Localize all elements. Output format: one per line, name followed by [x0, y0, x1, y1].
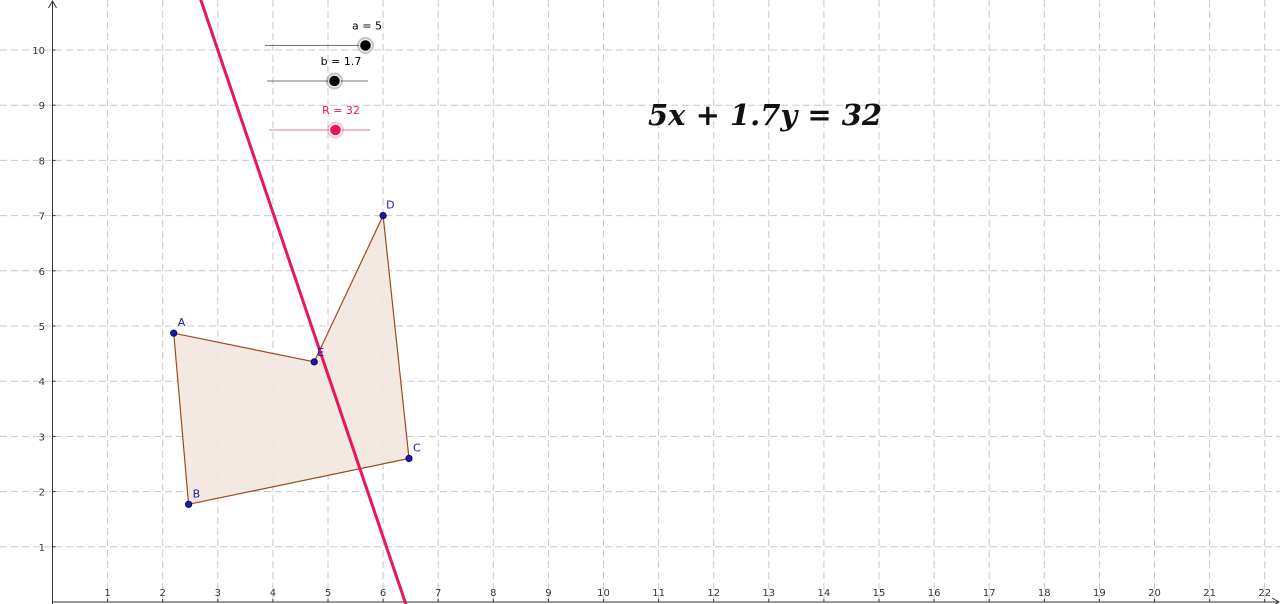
point-label-b: B [193, 487, 201, 500]
point-b[interactable] [184, 500, 193, 508]
y-tick-label: 2 [39, 488, 45, 499]
x-tick-label: 10 [597, 588, 610, 599]
x-tick-label: 22 [1258, 588, 1271, 599]
x-tick-label: 2 [160, 588, 166, 599]
point-label-c: C [413, 441, 421, 454]
slider-b-knob[interactable] [328, 74, 341, 88]
x-tick-label: 21 [1203, 588, 1216, 599]
x-tick-label: 13 [762, 588, 775, 599]
x-tick-label: 20 [1148, 588, 1161, 599]
y-tick-label: 4 [39, 377, 45, 388]
slider-a-knob[interactable] [359, 39, 372, 52]
polygon[interactable] [173, 213, 410, 506]
x-tick-label: 3 [215, 588, 221, 599]
x-tick-label: 5 [325, 588, 331, 599]
point-d[interactable] [379, 212, 387, 220]
slider-b[interactable]: b = 1.7 [267, 55, 368, 90]
y-tick-label: 1 [39, 543, 45, 554]
equation-text: 5x + 1.7y = 32 [648, 98, 883, 132]
point-label-e: E [317, 346, 324, 359]
points-layer[interactable]: A E D C B [170, 199, 421, 508]
x-tick-label: 15 [873, 588, 886, 599]
y-tick-label: 3 [39, 432, 45, 443]
y-tick-label: 8 [39, 156, 45, 167]
line-5x-1-7y-32[interactable] [199, 0, 408, 604]
x-tick-label: 9 [545, 588, 551, 599]
point-c[interactable] [405, 454, 413, 463]
y-tick-label: 10 [32, 46, 45, 57]
slider-a[interactable]: a = 5 [265, 20, 382, 55]
x-tick-label: 19 [1093, 588, 1106, 599]
x-tick-label: 14 [818, 588, 831, 599]
slider-R[interactable]: R = 32 [269, 104, 370, 139]
x-tick-label: 4 [270, 588, 276, 599]
x-axis-arrow [1271, 597, 1280, 604]
x-tick-label: 12 [707, 588, 720, 599]
line-layer[interactable] [199, 0, 408, 604]
x-tick-label: 1 [104, 588, 110, 599]
y-tick-label: 7 [39, 212, 45, 223]
x-tick-label: 11 [652, 588, 665, 599]
sliders-layer[interactable]: a = 5 b = 1.7 R = 32 [265, 20, 382, 139]
axes [48, 0, 1280, 604]
slider-R-knob[interactable] [329, 123, 342, 137]
y-axis-arrow [48, 0, 57, 9]
point-e[interactable] [310, 358, 318, 366]
x-tick-label: 7 [435, 588, 441, 599]
slider-a-label: a = 5 [352, 20, 382, 33]
slider-R-label: R = 32 [322, 104, 360, 117]
y-tick-label: 6 [39, 267, 45, 278]
x-tick-label: 6 [380, 588, 386, 599]
y-tick-label: 9 [39, 101, 45, 112]
slider-b-label: b = 1.7 [321, 55, 362, 68]
x-tick-label: 17 [983, 588, 996, 599]
polygon-layer[interactable] [173, 213, 410, 506]
x-tick-label: 16 [928, 588, 941, 599]
axis-tick-labels: 1 2 3 4 5 6 7 8 9 10 11 12 13 14 15 16 17 18 19 20 21 2212345… [32, 46, 1271, 599]
x-tick-label: 8 [490, 588, 496, 599]
point-a[interactable] [170, 329, 178, 337]
y-tick-label: 5 [39, 322, 45, 333]
point-label-a: A [178, 316, 186, 329]
x-tick-label: 18 [1038, 588, 1051, 599]
point-label-d: D [386, 199, 394, 212]
